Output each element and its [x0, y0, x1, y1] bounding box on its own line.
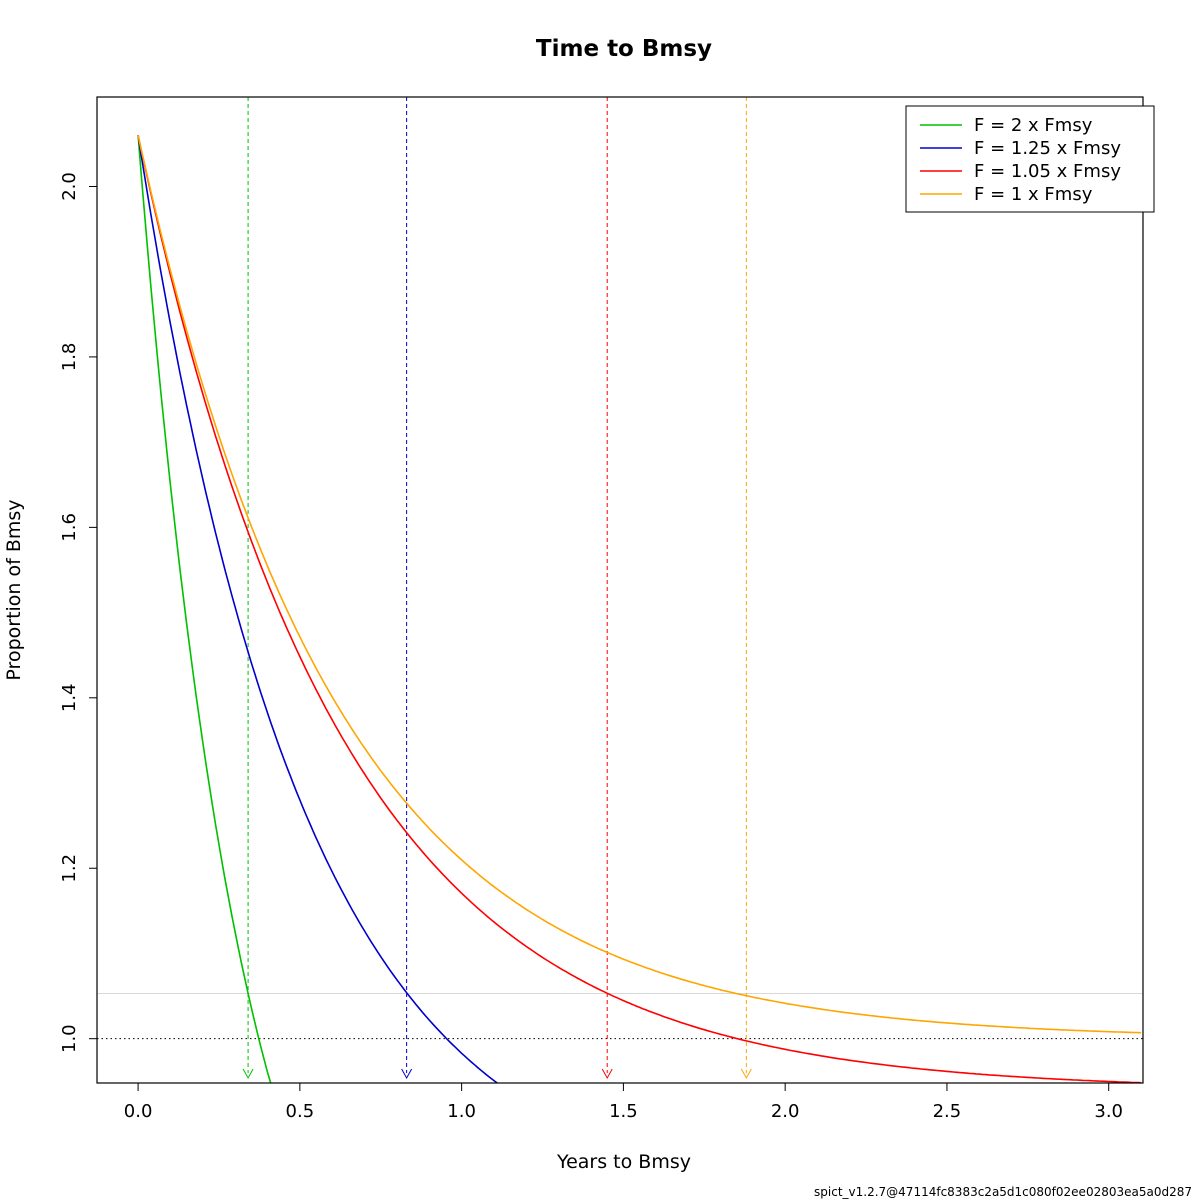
x-tick-label: 2.0 — [771, 1101, 800, 1122]
legend-label: F = 1.05 x Fmsy — [974, 161, 1121, 182]
time-marker-arrow — [242, 1068, 254, 1080]
legend-label: F = 1 x Fmsy — [974, 184, 1093, 205]
y-tick-label: 1.0 — [59, 1024, 80, 1053]
legend-label: F = 2 x Fmsy — [974, 115, 1093, 136]
series-line — [137, 135, 272, 1084]
series-line — [137, 135, 498, 1084]
x-tick-label: 3.0 — [1094, 1101, 1123, 1122]
time-marker-arrow — [740, 1068, 752, 1080]
x-tick-label: 1.0 — [447, 1101, 476, 1122]
chart-title: Time to Bmsy — [536, 36, 712, 62]
time-marker-arrow — [401, 1068, 413, 1080]
y-tick-label: 2.0 — [59, 172, 80, 201]
x-tick-label: 0.0 — [124, 1101, 153, 1122]
y-tick-label: 1.6 — [59, 513, 80, 542]
series-line — [137, 135, 1142, 1034]
time-marker-arrow — [601, 1068, 613, 1080]
y-axis-label: Proportion of Bmsy — [3, 499, 25, 680]
x-tick-label: 0.5 — [286, 1101, 315, 1122]
x-axis-label: Years to Bmsy — [556, 1151, 691, 1173]
plot-area: 0.0 0.5 1.0 1.5 2.0 2.5 3.0 1.0 1.2 1.4 1.6 1.8 2.0 F… — [59, 96, 1155, 1122]
footer-version-text: spict_v1.2.7@47114fc8383c2a5d1c080f02ee0… — [814, 1185, 1192, 1199]
plot-border — [96, 96, 1144, 1084]
x-tick-label: 1.5 — [609, 1101, 638, 1122]
legend-label: F = 1.25 x Fmsy — [974, 138, 1121, 159]
y-tick-label: 1.4 — [59, 683, 80, 712]
y-tick-label: 1.2 — [59, 854, 80, 883]
series-line — [137, 135, 1142, 1084]
x-tick-label: 2.5 — [933, 1101, 962, 1122]
y-tick-label: 1.8 — [59, 343, 80, 372]
